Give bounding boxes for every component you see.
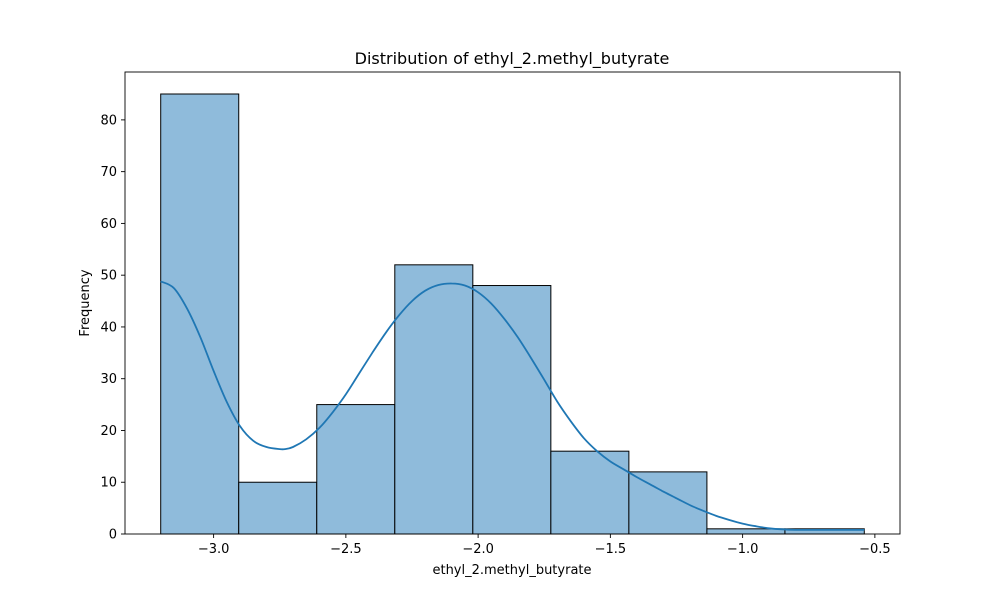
x-tick-label: −2.0	[462, 542, 494, 557]
y-tick-label: 60	[100, 217, 117, 232]
y-tick-label: 80	[100, 113, 117, 128]
histogram-bar	[394, 264, 474, 535]
histogram-bar	[238, 481, 318, 535]
y-axis-label: Frequency	[78, 269, 93, 336]
kde-curve	[160, 280, 865, 531]
histogram-bar	[316, 404, 396, 535]
chart-title: Distribution of ethyl_2.methyl_butyrate	[355, 49, 670, 69]
x-axis-label: ethyl_2.methyl_butyrate	[432, 563, 591, 578]
y-tick-label: 20	[100, 424, 117, 439]
x-tick-label: −1.0	[727, 542, 759, 557]
y-tick-label: 0	[109, 528, 117, 543]
histogram-bars	[160, 93, 865, 535]
histogram-bar	[550, 450, 630, 535]
y-tick-label: 50	[100, 269, 117, 284]
y-tick-label: 70	[100, 165, 117, 180]
histogram-bar	[472, 285, 552, 535]
histogram-bar	[628, 471, 708, 535]
x-tick-label: −2.5	[330, 542, 362, 557]
y-tick-label: 40	[100, 320, 117, 335]
x-axis-ticks: −3.0 −2.5 −2.0 −1.5 −1.0 −0.5	[198, 534, 891, 557]
histogram-bar	[160, 93, 240, 535]
x-tick-label: −1.5	[595, 542, 627, 557]
x-tick-label: −3.0	[198, 542, 230, 557]
plot-frame	[124, 71, 901, 535]
y-tick-label: 10	[100, 476, 117, 491]
x-tick-label: −0.5	[859, 542, 891, 557]
y-axis-ticks: 0 10 20 30 40 50 60 70 80	[100, 113, 125, 543]
y-tick-label: 30	[100, 372, 117, 387]
